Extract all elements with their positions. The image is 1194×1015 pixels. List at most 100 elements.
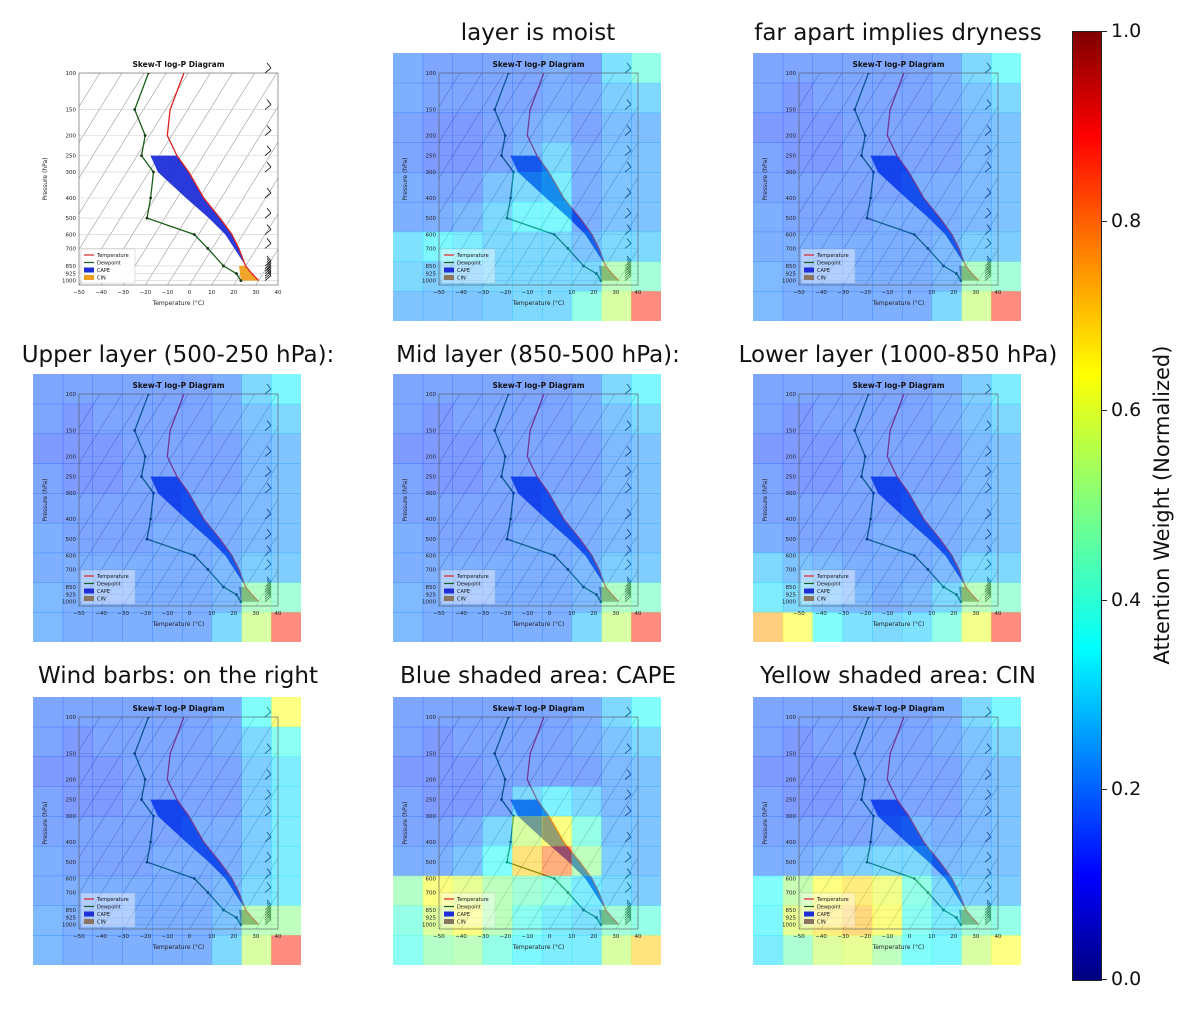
attention-cell bbox=[152, 612, 183, 642]
attention-cell bbox=[931, 786, 962, 817]
attention-cell bbox=[211, 845, 242, 877]
pressure-tick-label: 500 bbox=[66, 537, 77, 543]
attention-cell bbox=[452, 172, 483, 203]
temperature-tick-label: −30 bbox=[477, 934, 489, 940]
colorbar-tick bbox=[1101, 410, 1107, 412]
attention-cell bbox=[541, 201, 573, 233]
cin-area bbox=[239, 265, 259, 281]
colorbar-tick-label: 0.2 bbox=[1111, 778, 1142, 801]
attention-cell bbox=[541, 82, 573, 114]
attention-cell bbox=[92, 612, 123, 642]
attention-cell bbox=[512, 816, 543, 847]
attention-cell bbox=[181, 786, 213, 817]
attention-cell bbox=[241, 463, 272, 494]
attention-cell bbox=[422, 82, 454, 114]
pressure-tick-label: 150 bbox=[426, 429, 437, 435]
attention-cell bbox=[901, 172, 933, 203]
skewt-panel-2: Skew-T log-P Diagram 100 150 200 250 300 400 50… bbox=[393, 53, 661, 321]
inner-title: Skew-T log-P Diagram bbox=[852, 381, 944, 390]
legend-entry: Dewpoint bbox=[817, 261, 841, 267]
inner-title: Skew-T log-P Diagram bbox=[492, 60, 584, 69]
attention-cell bbox=[62, 756, 94, 787]
skewt-panel-9: Skew-T log-P Diagram 100 150 200 250 300 400 50… bbox=[753, 697, 1021, 965]
temperature-tick-label: 0 bbox=[908, 934, 912, 940]
skewt-panel-5: Skew-T log-P Diagram 100 150 200 250 300 400 50… bbox=[393, 374, 661, 642]
attention-cell bbox=[452, 201, 483, 233]
temperature-tick-label: 40 bbox=[635, 290, 642, 296]
attention-cell bbox=[271, 552, 301, 583]
pressure-tick-label: 500 bbox=[786, 537, 797, 543]
attention-cell bbox=[393, 522, 424, 554]
isotherm bbox=[189, 141, 278, 285]
attention-cell bbox=[541, 53, 573, 84]
pressure-tick-label: 850 bbox=[426, 908, 437, 914]
x-axis-label: Temperature (°C) bbox=[152, 300, 205, 307]
attention-cell bbox=[541, 816, 573, 847]
attention-cell bbox=[842, 261, 873, 292]
attention-cell bbox=[931, 612, 962, 642]
attention-cell bbox=[541, 935, 573, 965]
attention-cell bbox=[452, 463, 483, 494]
attention-heatmap bbox=[393, 374, 661, 642]
attention-cell bbox=[482, 845, 513, 877]
attention-cell bbox=[931, 172, 962, 203]
pressure-tick-label: 500 bbox=[426, 537, 437, 543]
attention-cell bbox=[631, 231, 661, 262]
attention-cell bbox=[452, 403, 483, 435]
attention-cell bbox=[991, 522, 1021, 554]
attention-cell bbox=[393, 935, 424, 965]
temperature-tick-label: −20 bbox=[860, 611, 872, 617]
pressure-tick-label: 500 bbox=[426, 216, 437, 222]
attention-cell bbox=[961, 612, 992, 642]
y-axis-label: Pressure (hPa) bbox=[402, 478, 409, 521]
temperature-tick-label: 40 bbox=[635, 934, 642, 940]
attention-cell bbox=[33, 522, 64, 554]
cape-area bbox=[150, 155, 246, 266]
attention-cell bbox=[393, 816, 424, 847]
attention-cell bbox=[181, 403, 213, 435]
attention-heatmap bbox=[33, 374, 301, 642]
attention-cell bbox=[601, 82, 632, 114]
attention-cell bbox=[782, 935, 814, 965]
attention-cell bbox=[991, 82, 1021, 114]
attention-cell bbox=[211, 935, 242, 965]
attention-cell bbox=[33, 756, 64, 787]
plot-frame bbox=[438, 716, 639, 930]
attention-cell bbox=[782, 552, 814, 583]
attention-cell bbox=[753, 582, 784, 613]
attention-cell bbox=[961, 433, 992, 464]
colorbar-tick bbox=[1101, 789, 1107, 791]
legend-entry: Temperature bbox=[456, 574, 489, 580]
attention-cell bbox=[271, 756, 301, 787]
attention-cell bbox=[782, 463, 814, 494]
pressure-tick-label: 925 bbox=[426, 272, 437, 278]
attention-cell bbox=[181, 493, 213, 524]
attention-cell bbox=[991, 433, 1021, 464]
attention-cell bbox=[92, 726, 123, 758]
attention-cell bbox=[33, 403, 64, 435]
temperature-tick-label: −20 bbox=[860, 290, 872, 296]
attention-cell bbox=[452, 582, 483, 613]
attention-cell bbox=[152, 582, 183, 613]
pressure-tick-label: 250 bbox=[426, 798, 437, 804]
temperature-tick-label: 0 bbox=[188, 611, 192, 617]
pressure-tick-label: 100 bbox=[66, 71, 77, 77]
attention-cell bbox=[782, 612, 814, 642]
attention-cell bbox=[961, 201, 992, 233]
attention-cell bbox=[753, 552, 784, 583]
temperature-tick-label: −30 bbox=[117, 934, 129, 940]
temperature-tick-label: −40 bbox=[815, 290, 827, 296]
attention-cell bbox=[571, 53, 602, 84]
temperature-tick-label: −40 bbox=[95, 934, 107, 940]
attention-cell bbox=[571, 697, 602, 728]
attention-cell bbox=[512, 875, 543, 906]
pressure-tick-label: 850 bbox=[786, 585, 797, 591]
attention-cell bbox=[33, 697, 64, 728]
attention-cell bbox=[393, 786, 424, 817]
plot-frame bbox=[78, 716, 279, 930]
attention-cell bbox=[631, 697, 661, 728]
attention-cell bbox=[152, 756, 183, 787]
attention-cell bbox=[753, 433, 784, 464]
attention-cell bbox=[241, 816, 272, 847]
temperature-tick-label: −20 bbox=[500, 611, 512, 617]
